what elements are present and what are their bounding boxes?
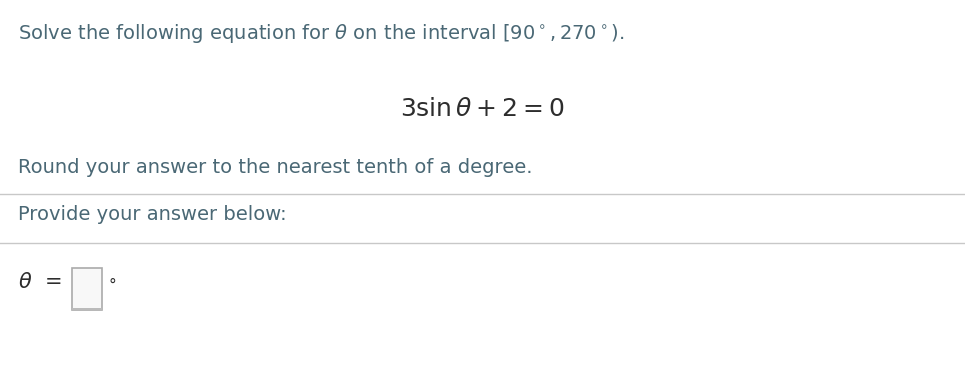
Bar bbox=[72, 268, 102, 310]
Text: Provide your answer below:: Provide your answer below: bbox=[18, 205, 287, 224]
Text: Round your answer to the nearest tenth of a degree.: Round your answer to the nearest tenth o… bbox=[18, 158, 533, 177]
Text: Solve the following equation for $\theta$ on the interval $[90^\circ, 270^\circ): Solve the following equation for $\theta… bbox=[18, 22, 624, 45]
Text: $\theta$  =: $\theta$ = bbox=[18, 272, 62, 292]
Text: °: ° bbox=[108, 277, 116, 293]
Bar bbox=[72, 307, 102, 310]
Text: $3\sin\theta + 2 = 0$: $3\sin\theta + 2 = 0$ bbox=[400, 97, 565, 121]
